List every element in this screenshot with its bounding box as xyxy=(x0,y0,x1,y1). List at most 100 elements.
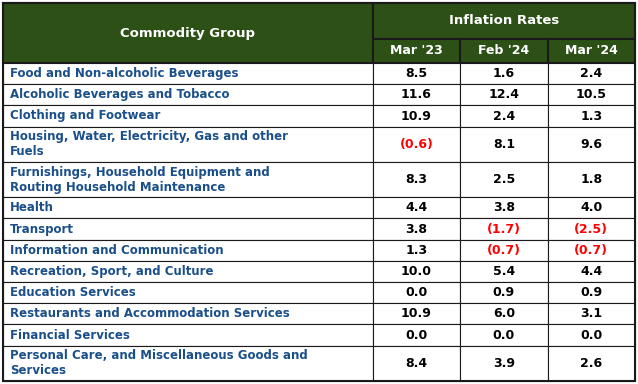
Text: Feb '24: Feb '24 xyxy=(478,45,530,58)
Polygon shape xyxy=(373,127,460,162)
Polygon shape xyxy=(460,261,547,282)
Text: Commodity Group: Commodity Group xyxy=(121,26,255,40)
Text: 2.5: 2.5 xyxy=(493,173,515,186)
Polygon shape xyxy=(460,324,547,346)
Polygon shape xyxy=(373,218,460,240)
Text: Recreation, Sport, and Culture: Recreation, Sport, and Culture xyxy=(10,265,214,278)
Text: Restaurants and Accommodation Services: Restaurants and Accommodation Services xyxy=(10,307,290,320)
Polygon shape xyxy=(3,3,373,63)
Text: 10.5: 10.5 xyxy=(575,88,607,101)
Polygon shape xyxy=(3,240,373,261)
Polygon shape xyxy=(373,303,460,324)
Text: 1.3: 1.3 xyxy=(405,244,427,257)
Text: (0.7): (0.7) xyxy=(487,244,521,257)
Text: 6.0: 6.0 xyxy=(493,307,515,320)
Polygon shape xyxy=(547,218,635,240)
Polygon shape xyxy=(460,39,547,63)
Polygon shape xyxy=(3,63,373,84)
Polygon shape xyxy=(3,303,373,324)
Text: 0.9: 0.9 xyxy=(580,286,602,299)
Polygon shape xyxy=(3,346,373,381)
Text: 3.9: 3.9 xyxy=(493,357,515,370)
Text: 11.6: 11.6 xyxy=(401,88,432,101)
Text: 0.9: 0.9 xyxy=(493,286,515,299)
Text: 8.1: 8.1 xyxy=(493,138,515,151)
Polygon shape xyxy=(547,63,635,84)
Text: 8.5: 8.5 xyxy=(405,67,427,80)
Text: Mar '24: Mar '24 xyxy=(565,45,618,58)
Polygon shape xyxy=(3,282,373,303)
Text: (0.7): (0.7) xyxy=(574,244,608,257)
Polygon shape xyxy=(460,105,547,127)
Polygon shape xyxy=(547,162,635,197)
Text: Transport: Transport xyxy=(10,223,74,235)
Polygon shape xyxy=(3,127,373,162)
Text: 2.6: 2.6 xyxy=(580,357,602,370)
Text: 2.4: 2.4 xyxy=(493,109,515,122)
Polygon shape xyxy=(373,63,460,84)
Polygon shape xyxy=(547,84,635,105)
Text: Personal Care, and Miscellaneous Goods and
Services: Personal Care, and Miscellaneous Goods a… xyxy=(10,349,308,377)
Text: 0.0: 0.0 xyxy=(405,329,427,341)
Text: 10.9: 10.9 xyxy=(401,307,432,320)
Polygon shape xyxy=(3,197,373,218)
Polygon shape xyxy=(373,84,460,105)
Text: 1.8: 1.8 xyxy=(580,173,602,186)
Polygon shape xyxy=(547,261,635,282)
Text: 1.6: 1.6 xyxy=(493,67,515,80)
Text: 4.4: 4.4 xyxy=(405,201,427,214)
Text: Clothing and Footwear: Clothing and Footwear xyxy=(10,109,160,122)
Text: (0.6): (0.6) xyxy=(399,138,433,151)
Polygon shape xyxy=(373,282,460,303)
Polygon shape xyxy=(460,346,547,381)
Text: 0.0: 0.0 xyxy=(493,329,515,341)
Text: 10.9: 10.9 xyxy=(401,109,432,122)
Polygon shape xyxy=(3,105,373,127)
Text: Financial Services: Financial Services xyxy=(10,329,130,341)
Polygon shape xyxy=(373,240,460,261)
Polygon shape xyxy=(547,39,635,63)
Text: (2.5): (2.5) xyxy=(574,223,608,235)
Polygon shape xyxy=(373,261,460,282)
Text: Food and Non-alcoholic Beverages: Food and Non-alcoholic Beverages xyxy=(10,67,239,80)
Text: 10.0: 10.0 xyxy=(401,265,432,278)
Text: Mar '23: Mar '23 xyxy=(390,45,443,58)
Text: 0.0: 0.0 xyxy=(405,286,427,299)
Text: 3.1: 3.1 xyxy=(580,307,602,320)
Polygon shape xyxy=(460,84,547,105)
Polygon shape xyxy=(3,218,373,240)
Polygon shape xyxy=(373,3,635,39)
Polygon shape xyxy=(460,197,547,218)
Text: Health: Health xyxy=(10,201,54,214)
Polygon shape xyxy=(547,303,635,324)
Polygon shape xyxy=(460,63,547,84)
Polygon shape xyxy=(373,346,460,381)
Text: 3.8: 3.8 xyxy=(405,223,427,235)
Polygon shape xyxy=(460,127,547,162)
Text: 3.8: 3.8 xyxy=(493,201,515,214)
Polygon shape xyxy=(373,324,460,346)
Text: 9.6: 9.6 xyxy=(581,138,602,151)
Polygon shape xyxy=(460,282,547,303)
Text: 8.4: 8.4 xyxy=(405,357,427,370)
Polygon shape xyxy=(3,84,373,105)
Text: 0.0: 0.0 xyxy=(580,329,602,341)
Polygon shape xyxy=(373,162,460,197)
Polygon shape xyxy=(373,105,460,127)
Polygon shape xyxy=(3,324,373,346)
Text: Furnishings, Household Equipment and
Routing Household Maintenance: Furnishings, Household Equipment and Rou… xyxy=(10,166,270,194)
Text: 12.4: 12.4 xyxy=(488,88,519,101)
Text: 2.4: 2.4 xyxy=(580,67,602,80)
Polygon shape xyxy=(3,162,373,197)
Polygon shape xyxy=(547,197,635,218)
Polygon shape xyxy=(460,162,547,197)
Text: Alcoholic Beverages and Tobacco: Alcoholic Beverages and Tobacco xyxy=(10,88,230,101)
Polygon shape xyxy=(3,261,373,282)
Polygon shape xyxy=(460,240,547,261)
Text: Inflation Rates: Inflation Rates xyxy=(449,15,559,28)
Text: Information and Communication: Information and Communication xyxy=(10,244,224,257)
Text: (1.7): (1.7) xyxy=(487,223,521,235)
Text: 4.0: 4.0 xyxy=(580,201,602,214)
Text: 8.3: 8.3 xyxy=(405,173,427,186)
Polygon shape xyxy=(547,346,635,381)
